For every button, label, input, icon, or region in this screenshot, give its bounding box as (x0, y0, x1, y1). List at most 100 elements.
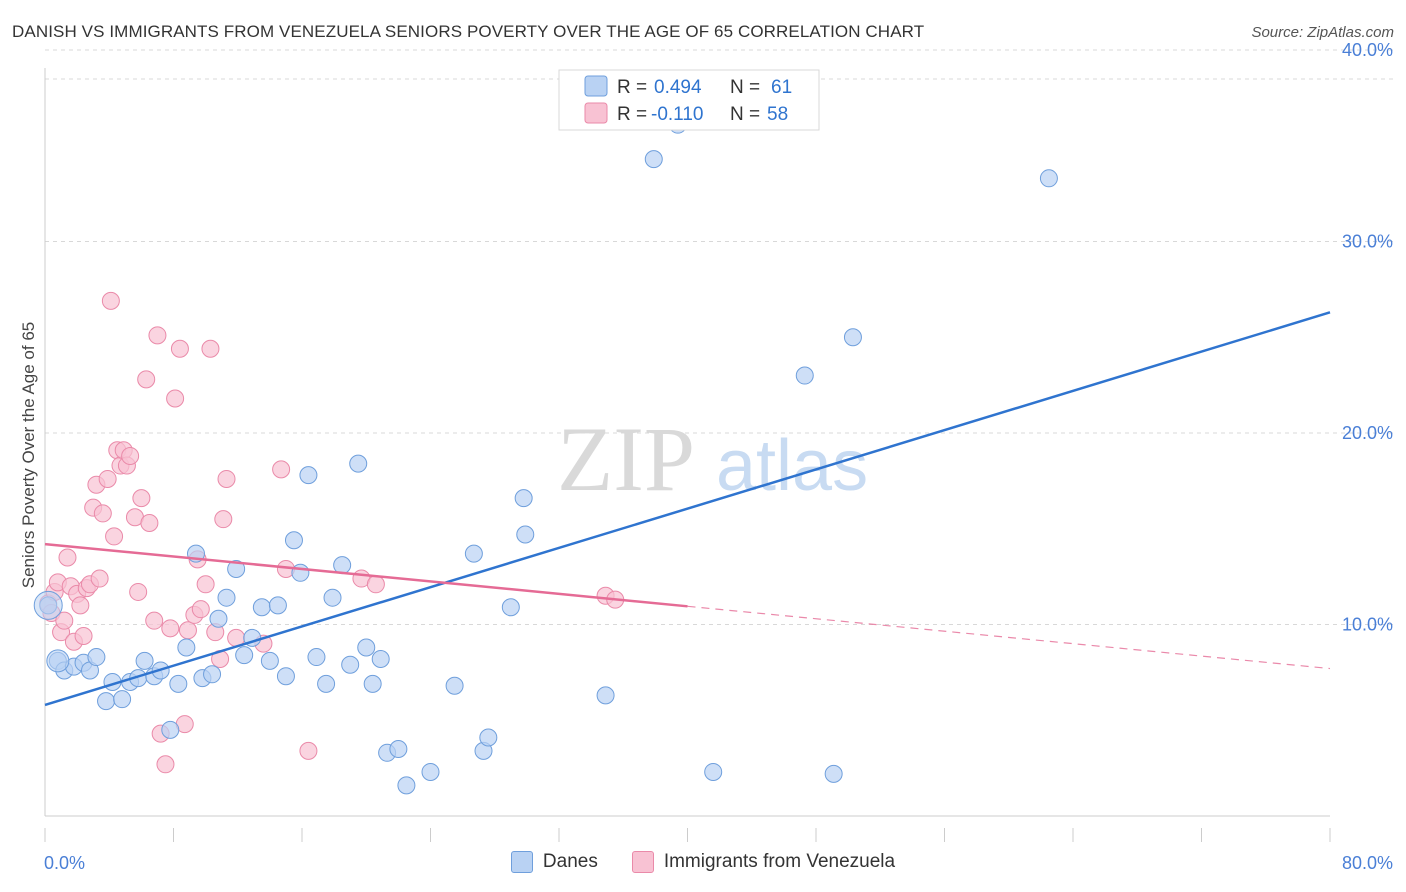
legend-n-value-venezuela: 58 (767, 104, 788, 125)
trend-lines (44, 311, 1331, 707)
point-danes (33, 590, 63, 620)
point-danes (268, 596, 287, 615)
data-points (33, 115, 1058, 795)
point-danes (795, 366, 814, 385)
point-danes (389, 739, 408, 758)
legend-swatch-venezuela-bottom (631, 851, 654, 873)
point-danes (516, 525, 535, 544)
point-danes (357, 638, 376, 657)
point-venezuela (217, 469, 236, 488)
point-venezuela (299, 741, 318, 760)
x-tick-label: 80.0% (1342, 853, 1393, 873)
watermark: ZIP atlas (557, 408, 868, 510)
point-danes (479, 728, 498, 747)
point-danes (291, 563, 310, 582)
watermark-zip: ZIP (557, 408, 695, 510)
y-tick-label: 20.0% (1342, 423, 1393, 443)
point-danes (704, 762, 723, 781)
point-danes (87, 648, 106, 667)
legend-swatch-danes-bottom (510, 851, 533, 873)
y-axis-title: Seniors Poverty Over the Age of 65 (19, 322, 38, 588)
point-danes (317, 674, 336, 693)
point-danes (307, 648, 326, 667)
point-danes (596, 686, 615, 705)
point-danes (97, 692, 116, 711)
point-venezuela (170, 339, 189, 358)
point-danes (161, 720, 180, 739)
point-venezuela (132, 489, 151, 508)
point-venezuela (121, 446, 140, 465)
point-danes (349, 454, 368, 473)
tick-labels: 10.0% 20.0% 30.0% 40.0% 0.0% 80.0% (44, 40, 1393, 873)
legend-r-value-venezuela: -0.110 (651, 104, 703, 125)
point-danes (276, 667, 295, 686)
point-venezuela (156, 755, 175, 774)
y-tick-label: 40.0% (1342, 40, 1393, 60)
point-danes (177, 638, 196, 657)
legend-item-venezuela: Immigrants from Venezuela (631, 851, 896, 873)
point-danes (341, 655, 360, 674)
point-danes (644, 150, 663, 169)
legend: R = 0.494 N = 61 R = -0.110 N = 58 (558, 69, 820, 131)
point-danes (235, 646, 254, 665)
point-venezuela (55, 611, 74, 630)
point-danes (843, 328, 862, 347)
point-venezuela (58, 548, 77, 567)
point-danes (501, 598, 520, 617)
legend-n-label-danes: N = (730, 77, 760, 98)
point-danes (514, 489, 533, 508)
point-danes (46, 649, 70, 673)
point-venezuela (129, 582, 148, 601)
point-danes (209, 609, 228, 628)
point-venezuela (201, 339, 220, 358)
point-danes (397, 776, 416, 795)
point-danes (445, 676, 464, 695)
legend-n-label-venezuela: N = (730, 104, 760, 125)
point-danes (113, 690, 132, 709)
point-venezuela (196, 575, 215, 594)
point-venezuela (214, 510, 233, 529)
point-danes (252, 598, 271, 617)
x-tick-label: 0.0% (44, 853, 85, 873)
point-venezuela (178, 621, 197, 640)
trend-line-venezuela-extension (687, 605, 1331, 670)
point-danes (1039, 169, 1058, 188)
legend-r-label-danes: R = (617, 77, 647, 98)
point-venezuela (71, 596, 90, 615)
legend-swatch-danes (584, 75, 608, 97)
point-danes (299, 466, 318, 485)
point-danes (323, 588, 342, 607)
point-venezuela (166, 389, 185, 408)
point-venezuela (272, 460, 291, 479)
point-danes (217, 588, 236, 607)
point-danes (824, 764, 843, 783)
chart-title: DANISH VS IMMIGRANTS FROM VENEZUELA SENI… (12, 22, 925, 41)
trend-line-danes (44, 311, 1331, 707)
point-venezuela (140, 514, 159, 533)
legend-n-value-danes: 61 (771, 77, 792, 98)
point-danes (169, 674, 188, 693)
point-danes (284, 531, 303, 550)
y-tick-label: 10.0% (1342, 615, 1393, 635)
point-venezuela (90, 569, 109, 588)
point-venezuela (101, 291, 120, 310)
legend-label-danes: Danes (542, 851, 598, 872)
point-danes (363, 674, 382, 693)
point-danes (421, 762, 440, 781)
point-venezuela (105, 527, 124, 546)
legend-r-label-venezuela: R = (617, 104, 647, 125)
point-danes (464, 544, 483, 563)
legend-label-venezuela: Immigrants from Venezuela (663, 851, 896, 872)
grid-lines (45, 49, 1395, 625)
source-label: Source: ZipAtlas.com (1251, 24, 1394, 41)
point-danes (203, 665, 222, 684)
legend-r-value-danes: 0.494 (654, 77, 702, 98)
trend-line-venezuela (44, 542, 688, 608)
axes (44, 68, 1331, 842)
point-venezuela (191, 600, 210, 619)
point-danes (371, 649, 390, 668)
legend-item-danes: Danes (510, 851, 598, 873)
point-danes (260, 651, 279, 670)
point-venezuela (137, 370, 156, 389)
